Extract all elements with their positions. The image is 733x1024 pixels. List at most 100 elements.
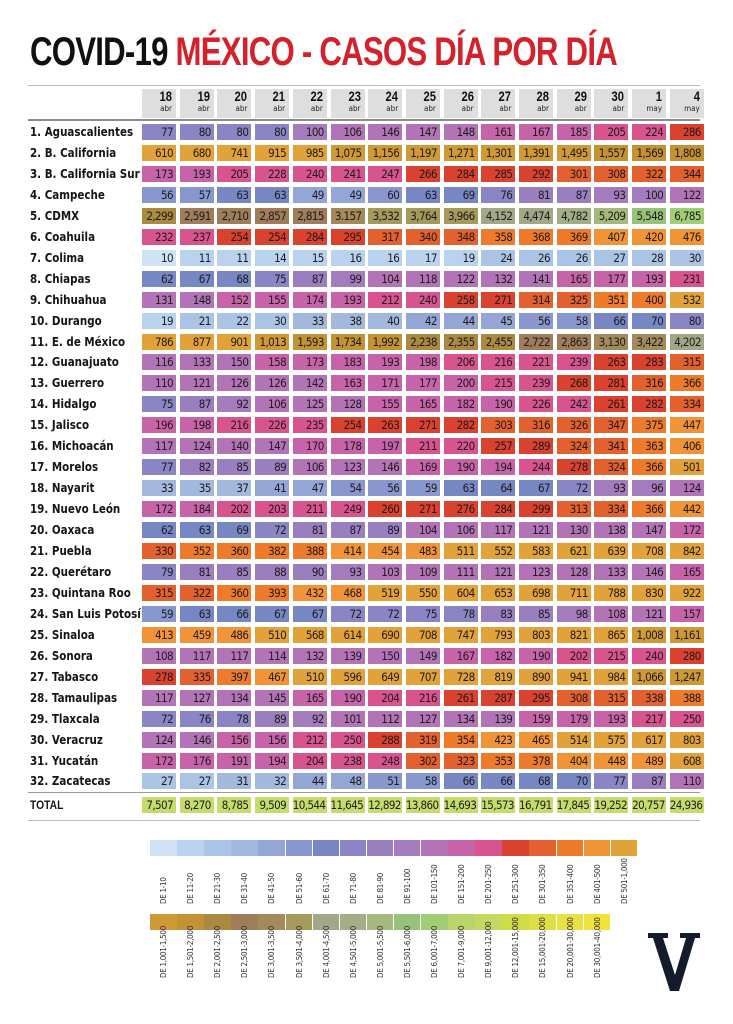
table-cell: 193 [632, 270, 667, 287]
table-cell: 604 [443, 584, 478, 601]
table-cell: 182 [481, 647, 516, 664]
legend-label: DE 251-300 [511, 864, 521, 904]
table-cell: 67 [519, 480, 553, 497]
table-cell: 170 [292, 438, 327, 455]
table-cell: 317 [368, 228, 403, 245]
legend-swatch [285, 840, 312, 856]
state-label: 7. Colima [30, 250, 85, 265]
table-cell: 85 [217, 459, 252, 476]
table-cell: 454 [368, 543, 403, 559]
table-cell: 680 [179, 144, 214, 161]
table-cell: 315 [669, 354, 704, 371]
table-cell: 33 [142, 480, 176, 497]
table-cell: 922 [669, 584, 704, 601]
table-cell: 197 [368, 438, 403, 455]
table-cell: 3,966 [443, 207, 478, 224]
table-cell: 89 [255, 459, 290, 476]
table-cell: 510 [255, 626, 290, 643]
table-cell: 98 [556, 605, 591, 622]
legend-swatch [393, 840, 421, 856]
table-cell: 70 [632, 312, 667, 329]
table-cell: 141 [519, 270, 553, 287]
table-cell: 1,495 [556, 144, 591, 161]
legend-label: DE 201-250 [484, 864, 494, 904]
table-cell: 352 [179, 543, 214, 559]
table-cell: 28 [632, 249, 667, 266]
table-cell: 315 [142, 584, 176, 601]
table-cell: 117 [179, 647, 214, 664]
state-label: 27. Tabasco [30, 669, 99, 684]
legend-swatch [502, 914, 529, 930]
table-cell: 1,808 [669, 144, 704, 161]
legend-label: DE 5,001-5,500 [375, 926, 385, 978]
table-cell: 134 [443, 710, 478, 727]
table-cell: 72 [556, 480, 591, 497]
column-header: 30 abr [594, 89, 629, 118]
column-month: abr [423, 104, 436, 113]
table-cell: 183 [330, 354, 365, 371]
table-cell: 35 [179, 480, 214, 497]
table-cell: 80 [255, 124, 290, 140]
legend-swatch [204, 840, 231, 856]
table-cell: 3,764 [405, 207, 440, 224]
table-cell: 1,075 [330, 144, 365, 161]
table-cell: 5,548 [632, 207, 667, 224]
table-cell: 316 [632, 375, 667, 392]
table-cell: 45 [481, 312, 516, 329]
table-cell: 124 [142, 731, 176, 748]
table-cell: 138 [594, 522, 629, 539]
table-cell: 354 [443, 731, 478, 748]
table-cell: 121 [632, 605, 667, 622]
table-cell: 128 [556, 563, 591, 580]
column-header: 19 abr [179, 89, 214, 118]
table-cell: 66 [217, 605, 252, 622]
table-cell: 62 [142, 270, 176, 287]
total-cell: 11,645 [330, 797, 365, 813]
legend-swatch [366, 914, 394, 930]
table-cell: 198 [179, 417, 214, 434]
table-cell: 11 [217, 249, 252, 266]
table-cell: 360 [217, 584, 252, 601]
column-header: 28 abr [519, 89, 553, 118]
table-cell: 117 [217, 647, 252, 664]
table-cell: 2,299 [142, 207, 176, 224]
legend-label: DE 5,501-6,000 [402, 926, 412, 978]
column-header: 1 may [632, 89, 667, 118]
table-cell: 54 [330, 480, 365, 497]
total-cell: 8,785 [217, 797, 252, 813]
table-cell: 152 [217, 291, 252, 308]
table-cell: 81 [292, 522, 327, 539]
column-month: may [646, 104, 663, 113]
table-cell: 301 [556, 165, 591, 182]
table-cell: 382 [255, 543, 290, 559]
table-cell: 420 [632, 228, 667, 245]
table-cell: 190 [481, 396, 516, 413]
state-label: 19. Nuevo León [30, 502, 121, 517]
table-cell: 1,593 [292, 333, 327, 350]
table-cell: 244 [519, 459, 553, 476]
table-cell: 489 [632, 752, 667, 769]
table-cell: 56 [519, 312, 553, 329]
state-label: 31. Yucatán [30, 753, 99, 768]
table-cell: 82 [179, 459, 214, 476]
table-cell: 568 [292, 626, 327, 643]
table-cell: 69 [443, 186, 478, 203]
table-cell: 2,455 [481, 333, 516, 350]
table-cell: 10 [142, 249, 176, 266]
table-cell: 315 [594, 689, 629, 706]
table-cell: 56 [368, 480, 403, 497]
table-cell: 27 [142, 773, 176, 790]
table-cell: 793 [481, 626, 516, 643]
column-header: 27 abr [481, 89, 516, 118]
table-cell: 182 [443, 396, 478, 413]
table-cell: 93 [594, 480, 629, 497]
table-cell: 124 [669, 480, 704, 497]
table-cell: 149 [405, 647, 440, 664]
table-cell: 70 [556, 773, 591, 790]
legend-swatch [312, 914, 340, 930]
table-cell: 617 [632, 731, 667, 748]
table-cell: 59 [142, 605, 176, 622]
table-cell: 172 [669, 522, 704, 539]
table-cell: 6,785 [669, 207, 704, 224]
legend-label: DE 2,501-3,000 [240, 926, 250, 978]
